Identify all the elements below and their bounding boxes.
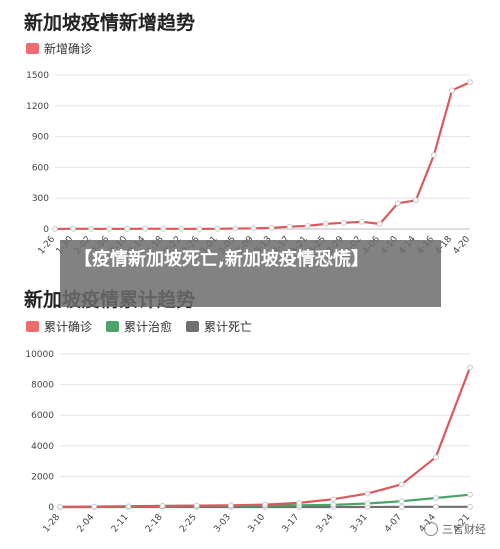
series-line [59, 367, 472, 508]
data-point [398, 481, 405, 488]
data-point [394, 200, 401, 207]
data-point [296, 500, 303, 506]
data-point [467, 491, 473, 498]
data-point [262, 501, 268, 508]
legend-swatch-cumulative-recovered [106, 321, 120, 332]
data-point [340, 219, 347, 226]
y-tick-label: 6000 [31, 411, 54, 421]
y-tick-label: 900 [32, 133, 49, 143]
chart2-legend: 累计确诊 累计治愈 累计死亡 [26, 318, 266, 335]
data-point [196, 225, 203, 232]
data-point [449, 87, 455, 94]
data-point [432, 503, 439, 510]
wechat-icon [424, 522, 438, 536]
legend-item-cumulative-confirmed: 累计确诊 [26, 318, 92, 335]
x-tick-label: 2-18 [144, 512, 165, 534]
data-point [412, 197, 419, 204]
x-tick-label: 1-28 [42, 512, 63, 534]
data-point [227, 502, 234, 509]
data-point [376, 220, 383, 227]
x-tick-label: 2-25 [178, 513, 199, 535]
data-point [358, 218, 365, 225]
data-point [364, 500, 371, 507]
x-tick-label: 3-10 [247, 512, 268, 534]
y-tick-label: 4000 [31, 442, 54, 452]
x-tick-label: 3-03 [212, 513, 233, 535]
data-point [178, 225, 185, 232]
data-point [91, 503, 98, 510]
data-point [160, 225, 167, 232]
legend-swatch-cumulative-deaths [186, 321, 200, 332]
y-tick-label: 0 [48, 503, 54, 513]
chart1-title: 新加坡疫情新增趋势 [24, 12, 196, 34]
y-tick-label: 1500 [26, 71, 49, 81]
legend-swatch-cumulative-confirmed [26, 321, 39, 332]
y-tick-label: 600 [32, 163, 49, 173]
y-tick-label: 0 [43, 225, 49, 235]
chart1-legend: 新增确诊 [26, 40, 106, 57]
y-tick-label: 2000 [31, 472, 54, 482]
legend-item-cumulative-recovered: 累计治愈 [106, 318, 172, 335]
legend-item-new-confirmed: 新增确诊 [26, 40, 92, 57]
data-point [193, 502, 200, 509]
data-point [322, 220, 329, 227]
x-tick-label: 3-17 [281, 513, 302, 535]
data-point [330, 496, 337, 503]
data-point [232, 225, 239, 232]
y-tick-label: 10000 [25, 350, 54, 360]
article-title-banner: 【疫情新加坡死亡,新加坡疫情恐慌】 [60, 240, 441, 307]
data-point [124, 225, 131, 232]
x-tick-label: 2-11 [110, 513, 131, 535]
data-point [431, 152, 437, 158]
legend-label-cumulative-recovered: 累计治愈 [124, 320, 173, 334]
data-point [330, 501, 337, 508]
data-point [467, 79, 473, 86]
data-point [398, 498, 405, 505]
data-point [432, 495, 439, 501]
legend-label-cumulative-confirmed: 累计确诊 [44, 320, 93, 334]
data-point [268, 224, 275, 231]
data-point [250, 225, 257, 232]
legend-item-cumulative-deaths: 累计死亡 [186, 318, 252, 335]
data-point [88, 225, 94, 232]
legend-swatch-new-confirmed [26, 43, 39, 54]
x-tick-label: 3-31 [349, 513, 370, 535]
y-tick-label: 1200 [26, 102, 49, 112]
legend-label-cumulative-deaths: 累计死亡 [204, 320, 253, 334]
data-point [364, 490, 371, 497]
data-point [57, 503, 63, 510]
data-point [467, 503, 473, 510]
watermark-text: 三言财经 [442, 523, 486, 536]
data-point [398, 504, 405, 510]
x-tick-label: 4-07 [383, 513, 404, 535]
series-line [54, 81, 471, 231]
data-point [304, 223, 311, 229]
x-tick-label: 2-04 [76, 512, 97, 534]
data-point [214, 225, 221, 232]
data-point [467, 364, 473, 371]
data-point [142, 225, 149, 232]
data-point [159, 502, 166, 509]
data-point [106, 225, 113, 232]
data-point [70, 225, 76, 232]
data-point [432, 454, 439, 461]
watermark: 三言财经 [424, 521, 486, 537]
data-point [125, 503, 132, 510]
data-point [52, 226, 58, 232]
x-tick-label: 3-24 [315, 512, 336, 534]
legend-label-new-confirmed: 新增确诊 [44, 42, 93, 56]
y-tick-label: 300 [32, 194, 49, 204]
data-point [286, 223, 293, 230]
y-tick-label: 8000 [31, 381, 54, 391]
